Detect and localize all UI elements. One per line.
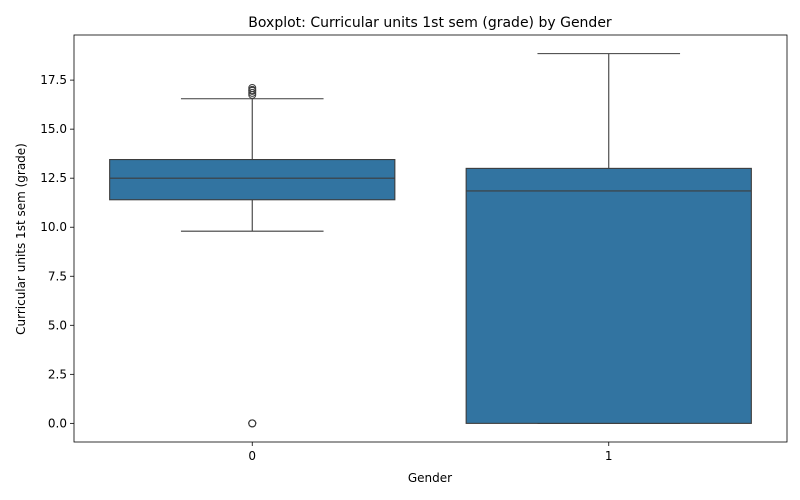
outlier-point — [248, 88, 257, 97]
y-tick-label: 15.0 — [40, 122, 67, 136]
chart-title: Boxplot: Curricular units 1st sem (grade… — [248, 15, 612, 31]
y-tick-label: 12.5 — [40, 171, 67, 185]
x-tick-label: 1 — [605, 449, 613, 463]
outlier-point — [248, 85, 257, 94]
box-iqr — [465, 167, 752, 424]
box-iqr — [109, 159, 396, 201]
x-tick-label: 0 — [248, 449, 256, 463]
boxes-layer — [109, 53, 752, 428]
y-tick-label: 10.0 — [40, 220, 67, 234]
x-axis-label: Gender — [408, 471, 452, 485]
y-axis: 0.0 2.5 5.0 7.5 10.0 12.5 15.0 17.5 — [40, 73, 74, 430]
y-tick-label: 7.5 — [48, 269, 67, 283]
y-tick-label: 0.0 — [48, 416, 67, 430]
y-tick-label: 5.0 — [48, 318, 67, 332]
outlier-point — [248, 419, 257, 428]
y-axis-label: Curricular units 1st sem (grade) — [14, 143, 28, 335]
plot-frame — [73, 34, 788, 443]
y-tick-label: 17.5 — [40, 73, 67, 87]
outlier-point — [248, 83, 257, 92]
y-tick-label: 2.5 — [48, 367, 67, 381]
